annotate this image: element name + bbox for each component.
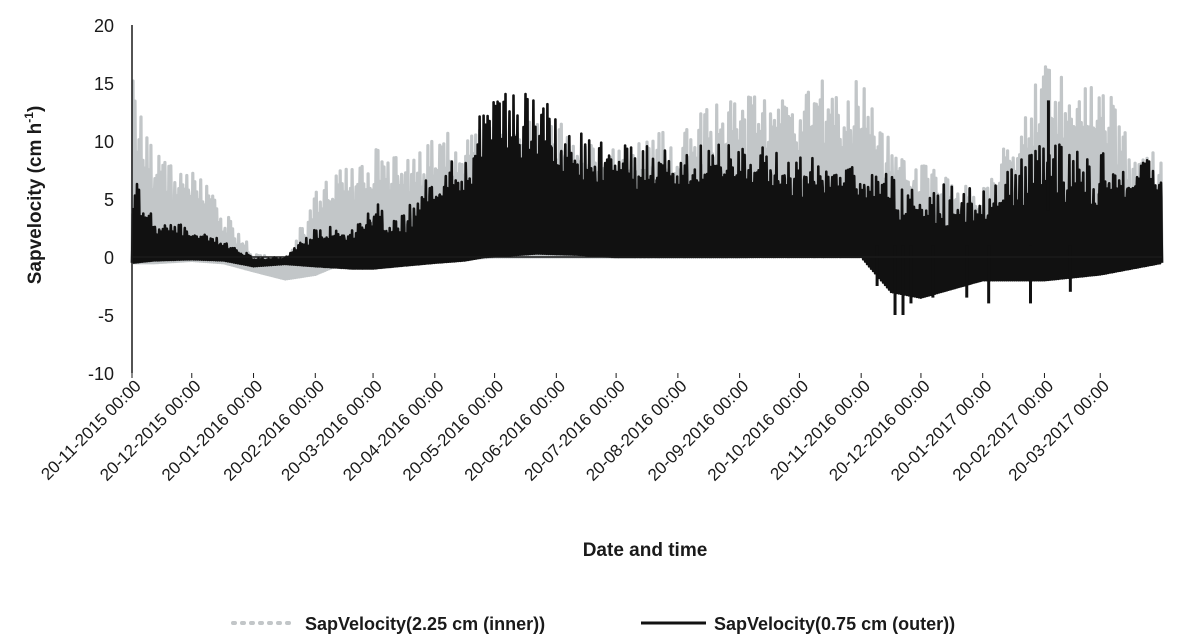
y-axis-title-sup: -1 bbox=[22, 112, 36, 123]
x-tick-label: 20-03-2016 00:00 bbox=[278, 376, 386, 484]
y-tick-label: -5 bbox=[98, 306, 114, 326]
y-tick-label: 15 bbox=[94, 74, 114, 94]
legend: SapVelocity(2.25 cm (inner)) SapVelocity… bbox=[231, 614, 955, 634]
x-tick-label: 20-03-2017 00:00 bbox=[1005, 376, 1113, 484]
x-tick-label: 20-05-2016 00:00 bbox=[399, 376, 507, 484]
legend-label-inner: SapVelocity(2.25 cm (inner)) bbox=[305, 614, 545, 634]
y-axis-title-main: Sapvelocity (cm h bbox=[25, 123, 46, 285]
x-tick-label: 20-11-2015 00:00 bbox=[37, 376, 144, 483]
x-tick-label: 20-07-2016 00:00 bbox=[521, 376, 629, 484]
series-outer bbox=[130, 92, 1164, 315]
x-tick-label: 20-10-2016 00:00 bbox=[704, 376, 812, 484]
x-tick-label: 20-12-2015 00:00 bbox=[96, 376, 204, 484]
x-axis-title: Date and time bbox=[583, 540, 708, 561]
y-tick-label: -10 bbox=[88, 364, 114, 384]
y-tick-label: 20 bbox=[94, 16, 114, 36]
x-tick-label: 20-12-2016 00:00 bbox=[825, 376, 933, 484]
y-axis-title: Sapvelocity (cm h-1) bbox=[22, 106, 46, 285]
y-tick-label: 10 bbox=[94, 132, 114, 152]
y-tick-label: 0 bbox=[104, 248, 114, 268]
legend-label-outer: SapVelocity(0.75 cm (outer)) bbox=[714, 614, 955, 634]
y-axis-title-end: ) bbox=[25, 106, 46, 112]
y-tick-label: 5 bbox=[104, 190, 114, 210]
